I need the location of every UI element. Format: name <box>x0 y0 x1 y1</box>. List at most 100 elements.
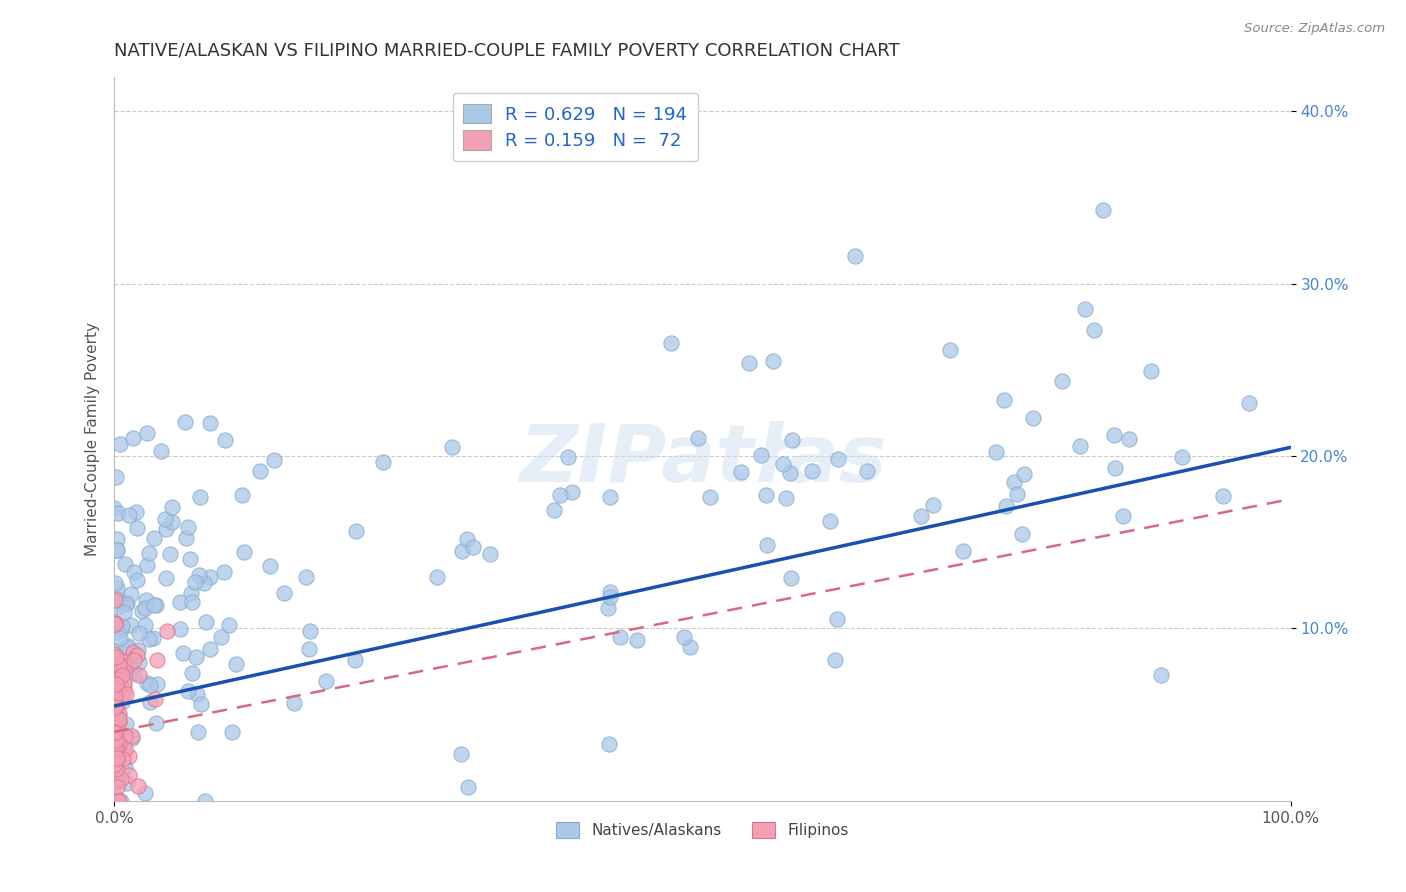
Point <box>104 724 127 739</box>
Point <box>108 737 131 751</box>
Point <box>104 651 127 665</box>
Point <box>818 514 841 528</box>
Point <box>762 354 785 368</box>
Point <box>212 566 235 580</box>
Point <box>1091 203 1114 218</box>
Point <box>599 490 621 504</box>
Point <box>249 464 271 478</box>
Point <box>111 658 134 673</box>
Point <box>159 547 181 561</box>
Point <box>371 455 394 469</box>
Point <box>105 773 128 788</box>
Point <box>104 698 127 713</box>
Point <box>103 724 125 739</box>
Point <box>145 715 167 730</box>
Point <box>749 448 772 462</box>
Point <box>142 632 165 646</box>
Point <box>910 508 932 523</box>
Point <box>111 595 134 609</box>
Point <box>135 425 157 440</box>
Point <box>939 343 962 357</box>
Point <box>139 678 162 692</box>
Point <box>115 687 138 701</box>
Point <box>108 436 131 450</box>
Point <box>111 742 134 756</box>
Point <box>190 697 212 711</box>
Point <box>176 684 198 698</box>
Point <box>120 587 142 601</box>
Point <box>856 465 879 479</box>
Point <box>160 500 183 514</box>
Point <box>1104 428 1126 442</box>
Point <box>108 712 131 726</box>
Point <box>921 498 943 512</box>
Point <box>155 512 177 526</box>
Text: ZIPatłas: ZIPatłas <box>519 421 886 500</box>
Point <box>110 772 132 786</box>
Point <box>115 640 138 654</box>
Point <box>112 675 135 690</box>
Point <box>1239 395 1261 409</box>
Point <box>105 699 128 714</box>
Point <box>105 644 128 658</box>
Point <box>114 729 136 743</box>
Point <box>104 615 127 630</box>
Point <box>599 590 621 604</box>
Point <box>103 753 125 767</box>
Point <box>1150 668 1173 682</box>
Point <box>105 780 128 794</box>
Point <box>180 665 202 680</box>
Point <box>461 541 484 555</box>
Point <box>143 532 166 546</box>
Point <box>231 487 253 501</box>
Point <box>827 452 849 467</box>
Point <box>122 653 145 667</box>
Point <box>173 415 195 429</box>
Point <box>127 780 149 794</box>
Point <box>104 576 127 591</box>
Point <box>134 617 156 632</box>
Point <box>121 729 143 743</box>
Point <box>108 658 131 673</box>
Point <box>125 521 148 535</box>
Point <box>1104 460 1126 475</box>
Point <box>1011 526 1033 541</box>
Point <box>105 624 128 639</box>
Point <box>756 538 779 552</box>
Point <box>112 678 135 692</box>
Point <box>343 653 366 667</box>
Point <box>114 742 136 756</box>
Point <box>1140 364 1163 378</box>
Point <box>457 780 479 795</box>
Point <box>105 751 128 765</box>
Point <box>105 581 128 595</box>
Point <box>111 619 134 633</box>
Point <box>479 548 502 562</box>
Point <box>118 508 141 522</box>
Point <box>114 557 136 571</box>
Point <box>174 531 197 545</box>
Point <box>104 681 127 696</box>
Point <box>128 656 150 670</box>
Point <box>104 726 127 740</box>
Point <box>146 676 169 690</box>
Point <box>131 604 153 618</box>
Point <box>298 641 321 656</box>
Point <box>125 648 148 662</box>
Point <box>103 658 125 673</box>
Point <box>225 657 247 672</box>
Point <box>122 431 145 445</box>
Point <box>120 618 142 632</box>
Point <box>259 558 281 573</box>
Point <box>221 724 243 739</box>
Point <box>209 630 232 644</box>
Point <box>686 431 709 445</box>
Point <box>105 532 128 546</box>
Point <box>824 653 846 667</box>
Point <box>115 776 138 790</box>
Point <box>1050 374 1073 388</box>
Point <box>315 673 337 688</box>
Point <box>1012 467 1035 482</box>
Point <box>107 706 129 721</box>
Point <box>103 648 125 662</box>
